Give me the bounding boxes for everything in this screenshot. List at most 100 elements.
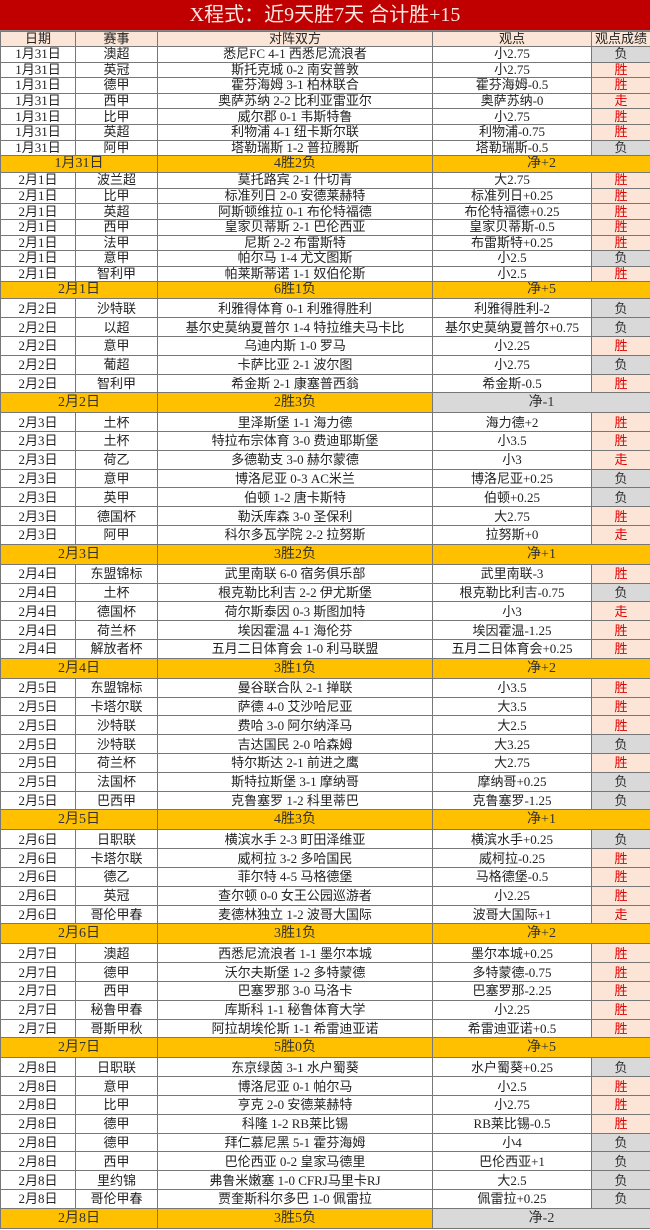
results-table: 日期 赛事 对阵双方 观点 观点成绩 1月31日 澳超 悉尼FC 4-1 西悉尼流浪…	[0, 31, 650, 1229]
result-cell: 负	[591, 1057, 650, 1078]
date-cell: 2月1日	[0, 265, 76, 283]
league-cell: 日职联	[75, 1057, 158, 1078]
league-cell: 卡塔尔联	[75, 696, 158, 717]
match-cell: 武里南联 6-0 宿务俱乐部	[157, 563, 433, 584]
date-cell: 2月8日	[0, 1076, 76, 1096]
match-cell: 伯顿 1-2 唐卡斯特	[157, 487, 433, 508]
table-row: 2月4日 解放者杯 五月二日体育会 1-0 利马联盟 五月二日体育会+0.25 胜	[0, 639, 650, 659]
pick-cell: 小3	[432, 449, 592, 470]
match-cell: 基尔史莫纳夏普尔 1-4 特拉维夫马卡比	[157, 317, 433, 337]
header-row: 日期 赛事 对阵双方 观点 观点成绩	[0, 31, 650, 47]
header-match: 对阵双方	[157, 31, 433, 47]
pick-cell: 根克勒比利吉-0.75	[432, 582, 592, 603]
match-cell: 博洛尼亚 0-1 帕尔马	[157, 1076, 433, 1096]
match-cell: 东京绿茵 3-1 水户蜀葵	[157, 1057, 433, 1078]
match-cell: 利雅得体育 0-1 利雅得胜利	[157, 298, 433, 319]
table-row: 2月3日 英甲 伯顿 1-2 唐卡斯特 伯顿+0.25 负	[0, 487, 650, 508]
pick-cell: 水户蜀葵+0.25	[432, 1057, 592, 1078]
pick-cell: 奥萨苏纳-0	[432, 92, 592, 110]
table-row: 2月1日 波兰超 莫托路宾 2-1 什切青 大2.75 胜	[0, 172, 650, 189]
league-cell: 智利甲	[75, 373, 158, 394]
league-cell: 德国杯	[75, 601, 158, 622]
match-cell: 莫托路宾 2-1 什切青	[157, 172, 433, 189]
result-cell: 胜	[591, 943, 650, 964]
match-cell: 克鲁塞罗 1-2 科里蒂巴	[157, 790, 433, 811]
date-cell: 2月3日	[0, 449, 76, 470]
match-cell: 乌迪内斯 1-0 罗马	[157, 335, 433, 356]
match-cell: 拜仁慕尼黑 5-1 霍芬海姆	[157, 1132, 433, 1153]
header-result: 观点成绩	[591, 31, 650, 47]
league-cell: 土杯	[75, 582, 158, 603]
league-cell: 阿甲	[75, 525, 158, 545]
result-cell: 负	[591, 1132, 650, 1153]
league-cell: 西甲	[75, 218, 158, 236]
result-cell: 胜	[591, 620, 650, 641]
summary-date: 1月31日	[0, 155, 158, 174]
match-cell: 亨克 2-0 安德莱赫特	[157, 1095, 433, 1115]
match-cell: 曼谷联合队 2-1 掸联	[157, 677, 433, 698]
date-cell: 2月2日	[0, 317, 76, 337]
pick-cell: 拉努斯+0	[432, 525, 592, 545]
result-cell: 胜	[591, 123, 650, 141]
table-row: 2月7日 西甲 巴塞罗那 3-0 马洛卡 巴塞罗那-2.25 胜	[0, 981, 650, 1001]
table-row: 2月5日 沙特联 费哈 3-0 阿尔纳泽马 大2.5 胜	[0, 715, 650, 736]
date-cell: 2月6日	[0, 848, 76, 869]
match-cell: 阿斯顿维拉 0-1 布伦特福德	[157, 203, 433, 220]
summary-date: 2月2日	[0, 392, 158, 414]
date-cell: 2月1日	[0, 172, 76, 189]
match-cell: 吉达国民 2-0 哈森姆	[157, 734, 433, 755]
result-cell: 胜	[591, 412, 650, 433]
table-row: 2月2日 沙特联 利雅得体育 0-1 利雅得胜利 利雅得胜利-2 负	[0, 298, 650, 319]
table-row: 1月31日 德甲 霍芬海姆 3-1 柏林联合 霍芬海姆-0.5 胜	[0, 77, 650, 94]
result-cell: 胜	[591, 203, 650, 220]
summary-row: 1月31日 4胜2负 净+2	[0, 155, 650, 174]
date-cell: 2月8日	[0, 1170, 76, 1190]
date-cell: 2月7日	[0, 999, 76, 1020]
summary-date: 2月6日	[0, 923, 158, 945]
result-cell: 胜	[591, 962, 650, 983]
pick-cell: 小2.5	[432, 265, 592, 283]
header-league: 赛事	[75, 31, 158, 47]
table-row: 2月3日 意甲 博洛尼亚 0-3 AC米兰 博洛尼亚+0.25 负	[0, 468, 650, 489]
summary-row: 2月4日 3胜1负 净+2	[0, 657, 650, 679]
date-cell: 2月1日	[0, 203, 76, 220]
pick-cell: 大3.5	[432, 696, 592, 717]
summary-net: 净+2	[432, 155, 650, 174]
date-cell: 2月1日	[0, 234, 76, 252]
league-cell: 英甲	[75, 487, 158, 508]
result-cell: 胜	[591, 172, 650, 189]
league-cell: 荷兰杯	[75, 620, 158, 641]
date-cell: 1月31日	[0, 92, 76, 110]
pick-cell: 墨尔本城+0.25	[432, 943, 592, 964]
date-cell: 2月5日	[0, 790, 76, 811]
date-cell: 2月5日	[0, 734, 76, 755]
table-row: 2月8日 德甲 拜仁慕尼黑 5-1 霍芬海姆 小4 负	[0, 1132, 650, 1153]
pick-cell: 威柯拉-0.25	[432, 848, 592, 869]
pick-cell: 小2.75	[432, 1095, 592, 1115]
table-row: 2月4日 德国杯 荷尔斯泰因 0-3 斯图加特 小3 走	[0, 601, 650, 622]
league-cell: 澳超	[75, 943, 158, 964]
result-cell: 负	[591, 317, 650, 337]
pick-cell: 基尔史莫纳夏普尔+0.75	[432, 317, 592, 337]
pick-cell: 大3.25	[432, 734, 592, 755]
match-cell: 贾奎斯科尔多巴 1-0 佩雷拉	[157, 1188, 433, 1209]
pick-cell: 伯顿+0.25	[432, 487, 592, 508]
summary-record: 3胜2负	[157, 543, 433, 565]
pick-cell: 皇家贝蒂斯-0.5	[432, 218, 592, 236]
result-cell: 胜	[591, 753, 650, 773]
match-cell: 西悉尼流浪者 1-1 墨尔本城	[157, 943, 433, 964]
league-cell: 以超	[75, 317, 158, 337]
summary-record: 5胜0负	[157, 1037, 433, 1059]
table-row: 1月31日 比甲 威尔郡 0-1 韦斯特鲁 小2.75 胜	[0, 108, 650, 125]
league-cell: 巴西甲	[75, 790, 158, 811]
league-cell: 德乙	[75, 867, 158, 887]
result-cell: 负	[591, 354, 650, 375]
league-cell: 德甲	[75, 962, 158, 983]
league-cell: 哥伦甲春	[75, 1188, 158, 1209]
pick-cell: 利雅得胜利-2	[432, 298, 592, 319]
table-row: 2月3日 德国杯 勒沃库森 3-0 圣保利 大2.75 胜	[0, 506, 650, 527]
summary-record: 3胜1负	[157, 657, 433, 679]
date-cell: 2月8日	[0, 1188, 76, 1209]
league-cell: 沙特联	[75, 715, 158, 736]
league-cell: 英冠	[75, 885, 158, 906]
